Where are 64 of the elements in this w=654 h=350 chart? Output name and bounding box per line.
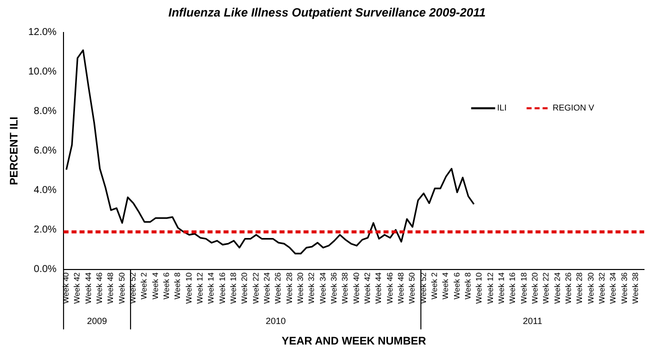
x-tick-label: Week 30 [296, 272, 306, 304]
chart-title: Influenza Like Illness Outpatient Surveillance 2009-2011 [168, 6, 486, 20]
x-tick-label: Week 12 [486, 272, 495, 304]
x-tick-label: Week 6 [162, 272, 172, 300]
x-axis-title: YEAR AND WEEK NUMBER [282, 335, 426, 348]
x-tick-label: Week 26 [274, 272, 283, 304]
x-tick-label: Week 24 [262, 272, 272, 304]
x-tick-label: Week 16 [508, 272, 518, 304]
x-tick-label: Week 16 [218, 272, 227, 304]
text: 2011 [522, 316, 542, 326]
x-tick-label: Week 28 [284, 272, 294, 304]
x-tick-label: Week 42 [72, 272, 82, 304]
x-tick-label: Week 18 [229, 272, 238, 304]
x-tick-label: Week 46 [385, 272, 394, 304]
y-tick-label: 10.0% [28, 66, 57, 78]
x-tick-label: Week 4 [150, 272, 160, 300]
x-tick-label: Week 48 [106, 272, 116, 304]
y-tick-label: 4.0% [34, 185, 57, 196]
x-tick-label: Week 32 [307, 272, 316, 304]
x-tick-label: Week 8 [464, 272, 473, 300]
x-tick-label: Week 48 [396, 272, 406, 304]
y-tick-label: 12.0% [28, 27, 57, 38]
x-tick-label: Week 14 [497, 272, 506, 304]
x-tick-label: Week 44 [374, 272, 384, 304]
x-tick-label: Week 14 [206, 272, 216, 304]
x-tick-label: Week 24 [552, 272, 562, 304]
x-tick-label: Week 20 [530, 272, 540, 304]
x-tick-label: Week 30 [586, 272, 596, 304]
x-tick-label: Week 20 [240, 272, 250, 304]
x-tick-label: Week 6 [452, 272, 462, 300]
text: 2009 [87, 316, 108, 326]
x-tick-label: Week 22 [251, 272, 260, 304]
x-tick-label: Week 44 [84, 272, 93, 304]
x-tick-label: Week 12 [196, 272, 205, 304]
x-tick-label: Week 2 [140, 272, 149, 300]
x-tick-label: Week 50 [117, 272, 126, 304]
x-tick-label: Week 18 [519, 272, 528, 304]
y-tick-label: 0.0% [34, 264, 57, 276]
x-tick-label: Week 50 [408, 272, 417, 304]
x-tick-label: Week 10 [184, 272, 194, 304]
legend-label: REGION V [552, 102, 595, 113]
x-tick-label: Week 26 [564, 272, 574, 304]
y-tick-label: 2.0% [34, 224, 57, 236]
x-tick-label: Week 38 [340, 272, 350, 304]
x-tick-label: Week 42 [363, 272, 372, 304]
x-tick-label: Week 2 [430, 272, 440, 300]
x-tick-label: Week 34 [318, 272, 328, 304]
x-tick-label: Week 46 [95, 272, 104, 304]
y-tick-label: 6.0% [34, 146, 57, 157]
x-tick-label: Week 32 [598, 272, 607, 304]
text: 2010 [266, 316, 286, 326]
x-tick-label: Week 34 [608, 272, 618, 304]
legend-label: ILI [497, 102, 507, 113]
x-tick-label: Week 8 [173, 272, 182, 300]
y-axis-title: PERCENT ILI [8, 116, 21, 186]
y-tick-label: 8.0% [34, 106, 57, 118]
x-tick-label: Week 36 [620, 272, 629, 304]
x-tick-label: Week 28 [575, 272, 584, 304]
x-tick-label: Week 40 [352, 272, 361, 304]
x-tick-label: Week 4 [441, 272, 450, 300]
x-tick-label: Week 38 [631, 272, 640, 304]
x-tick-label: Week 22 [542, 272, 551, 304]
x-tick-label: Week 36 [330, 272, 339, 304]
x-tick-label: Week 10 [474, 272, 484, 304]
